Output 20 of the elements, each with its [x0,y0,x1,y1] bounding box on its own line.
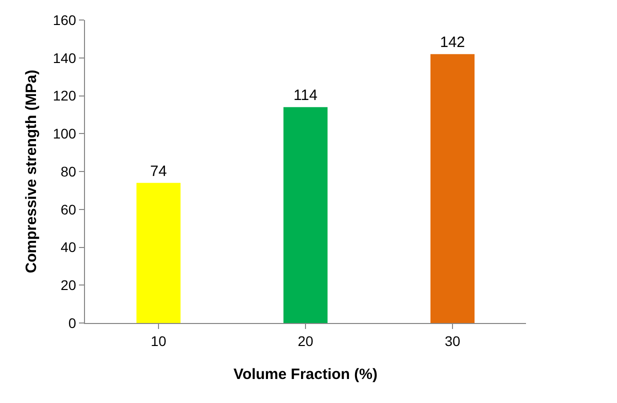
bar [136,182,181,323]
y-tick-label: 0 [68,314,76,331]
y-tick-label: 80 [60,163,76,180]
y-tick-label: 160 [52,12,76,28]
y-tick-label: 140 [52,50,76,66]
x-tick-label: 30 [444,332,460,349]
y-tick-label: 100 [52,126,76,142]
y-tick-label: 60 [60,201,76,218]
data-label: 114 [294,87,318,104]
data-label: 142 [440,34,466,52]
y-tick-label: 120 [52,88,76,104]
y-tick-label: 40 [60,239,76,256]
bar [430,54,475,323]
bar [283,107,328,323]
data-label: 74 [150,162,167,180]
x-axis-title: Volume Fraction (%) [234,366,378,383]
y-tick-label: 20 [60,277,76,294]
y-axis-title: Compressive strength (MPa) [23,70,40,274]
x-tick-label: 20 [298,332,314,349]
x-tick-label: 10 [150,332,166,349]
